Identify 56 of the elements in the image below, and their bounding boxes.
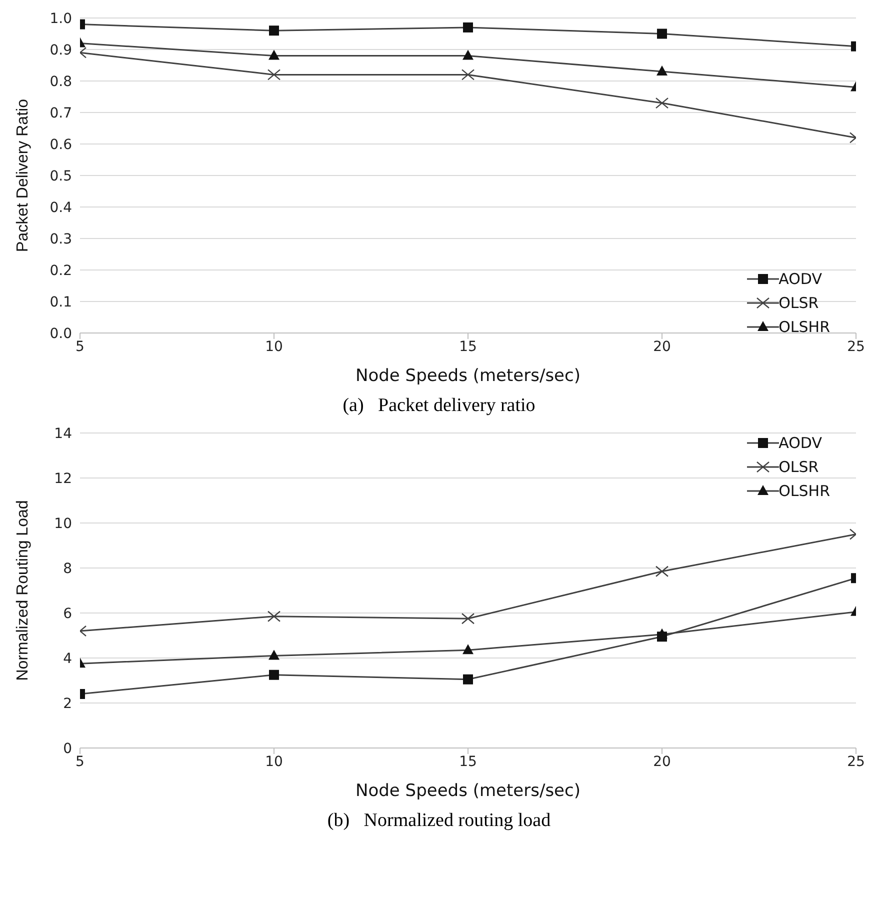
y-tick-label: 8: [63, 560, 72, 577]
text: (a) Packet delivery ratio: [342, 395, 536, 417]
point: [461, 69, 475, 80]
point: [463, 22, 473, 32]
x-tick-label: 10: [265, 754, 283, 770]
y-axis-title: Packet Delivery Ratio: [14, 98, 32, 252]
x-tick-label: 20: [653, 754, 671, 770]
legend-label: OLSHR: [778, 318, 830, 336]
x-tick-label: 10: [265, 338, 283, 355]
y-tick-label: 0.5: [50, 168, 72, 184]
point: [463, 674, 473, 684]
point: [461, 613, 475, 624]
x-axis-title: Node Speeds (meters/sec): [356, 366, 580, 386]
y-tick-label: 4: [63, 650, 72, 667]
point: [655, 566, 669, 577]
text: (b) Normalized routing load: [326, 810, 552, 832]
point: [267, 610, 281, 622]
point: [268, 50, 280, 60]
x-tick-label: 20: [653, 338, 671, 355]
x-tick-label: 5: [76, 338, 84, 355]
legend-label: OLSR: [778, 458, 819, 476]
y-tick-label: 0.0: [50, 326, 72, 342]
point: [269, 26, 279, 36]
y-tick-label: 1.0: [50, 10, 72, 27]
y-tick-label: 0.2: [50, 262, 72, 279]
y-tick-label: 10: [54, 516, 72, 532]
y-tick-label: 0.3: [50, 231, 72, 248]
y-tick-label: 6: [63, 606, 72, 622]
point: [657, 28, 667, 39]
point: [269, 670, 279, 680]
point: [657, 632, 667, 642]
x-tick-label: 25: [847, 338, 865, 355]
y-tick-label: 2: [63, 696, 72, 712]
x-tick-label: 15: [459, 338, 477, 355]
x-tick-label: 15: [459, 754, 477, 770]
point: [267, 69, 281, 80]
legend-label: OLSHR: [778, 482, 830, 500]
legend-label: AODV: [778, 434, 822, 452]
point: [655, 97, 669, 109]
y-axis-title: Normalized Routing Load: [14, 500, 32, 681]
y-tick-label: 0.6: [50, 136, 72, 153]
y-tick-label: 12: [54, 470, 72, 487]
point: [462, 50, 474, 60]
x-tick-label: 5: [76, 754, 84, 770]
point: [656, 66, 668, 76]
x-axis-title: Node Speeds (meters/sec): [356, 781, 580, 801]
y-tick-label: 0.9: [50, 42, 72, 58]
legend-label: AODV: [778, 270, 822, 288]
y-tick-label: 0.7: [50, 105, 72, 122]
y-tick-label: 0.4: [50, 200, 72, 216]
legend-label: OLSR: [778, 294, 819, 312]
x-tick-label: 25: [847, 754, 865, 770]
y-tick-label: 0.8: [50, 74, 72, 90]
y-tick-label: 0.1: [50, 294, 72, 310]
y-tick-label: 0: [63, 740, 72, 757]
y-tick-label: 14: [54, 426, 72, 442]
